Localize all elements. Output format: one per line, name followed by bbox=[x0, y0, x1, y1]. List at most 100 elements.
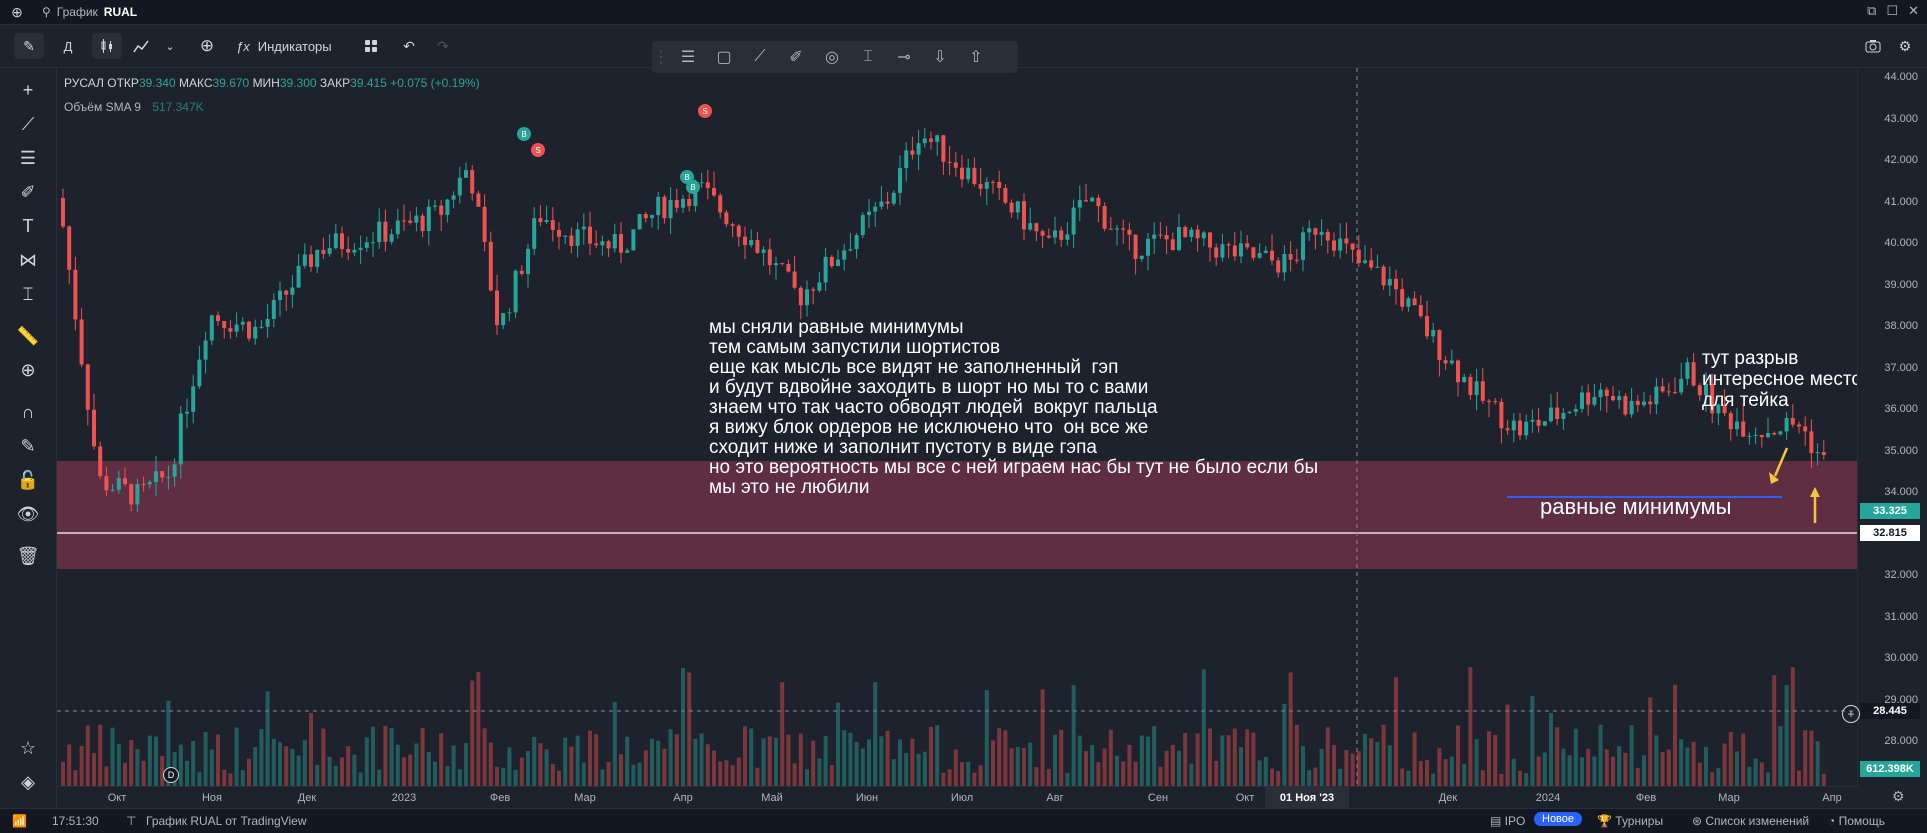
volume-bar bbox=[1679, 739, 1684, 786]
volume-bar bbox=[550, 763, 555, 786]
dividend-marker[interactable]: D bbox=[163, 767, 179, 783]
pencil-icon[interactable]: ✎ bbox=[14, 33, 44, 59]
crosshair-icon[interactable]: + bbox=[22, 79, 34, 100]
arrow-up-icon[interactable]: ⇧ bbox=[969, 49, 983, 66]
fib-tool-icon[interactable]: ☰ bbox=[19, 147, 37, 168]
candle-body bbox=[575, 229, 580, 246]
volume-bar bbox=[271, 738, 276, 786]
sell-marker[interactable]: S bbox=[698, 104, 712, 118]
arrow-down-icon[interactable]: ⇩ bbox=[933, 49, 947, 66]
redo-icon[interactable]: ↷ bbox=[437, 37, 449, 54]
tab-prefix[interactable]: График bbox=[56, 5, 98, 19]
volume-bar bbox=[712, 750, 716, 786]
help-link[interactable]: ◔ Помощь bbox=[1828, 814, 1885, 828]
sell-marker[interactable]: S bbox=[531, 143, 545, 157]
candle-body bbox=[1387, 278, 1392, 286]
text-cursor-icon[interactable]: ⌶ bbox=[863, 48, 873, 65]
volume-bar bbox=[1722, 743, 1727, 786]
ipo-link[interactable]: ▤ IPO bbox=[1490, 814, 1525, 828]
time-scale[interactable]: Окт Ноя Дек 2023 Фев Мар Апр Май Июн Июл Авг Сен Окт… bbox=[57, 786, 1857, 809]
chart-type-icon[interactable] bbox=[128, 33, 154, 59]
symbol-name[interactable]: РУСАЛ bbox=[64, 76, 104, 90]
volume-label[interactable]: Объём SMA 9 bbox=[64, 100, 141, 114]
brush-tool-icon[interactable]: ✐ bbox=[20, 181, 36, 202]
price-tick-label: 44.000 bbox=[1884, 71, 1918, 83]
volume-bar bbox=[1499, 773, 1504, 786]
undo-icon[interactable]: ↶ bbox=[403, 37, 415, 54]
buy-marker[interactable]: B bbox=[517, 127, 531, 141]
open-label: ОТКР bbox=[107, 76, 139, 90]
price-scale[interactable]: 44.000 43.000 42.000 41.000 40.000 39.000 38.0… bbox=[1857, 68, 1927, 786]
drag-handle-icon[interactable]: ⋮ bbox=[653, 49, 669, 66]
candle-body bbox=[1059, 230, 1064, 240]
candle-body bbox=[476, 193, 481, 207]
candle-body bbox=[470, 170, 475, 194]
eye-icon[interactable]: 👁 bbox=[16, 503, 40, 524]
chart-pane[interactable] bbox=[57, 68, 1857, 786]
indicators-button[interactable]: ƒx Индикаторы bbox=[236, 33, 346, 59]
add-tab-icon[interactable]: ⊕ bbox=[11, 3, 23, 20]
circle-target-icon[interactable]: ◎ bbox=[825, 49, 839, 66]
watchlist-star-icon[interactable]: ☆ bbox=[19, 737, 37, 758]
candle-body bbox=[1363, 260, 1367, 263]
candle-body bbox=[1790, 417, 1795, 425]
settings-icon[interactable]: ⚙ bbox=[1898, 37, 1912, 54]
ruler-icon[interactable]: 📏 bbox=[16, 325, 40, 346]
analysis-note[interactable]: мы сняли равные минимумы тем самым запус… bbox=[709, 317, 1319, 498]
rectangle-icon[interactable]: ▢ bbox=[716, 49, 732, 66]
magnet-icon[interactable]: ∩ bbox=[21, 401, 35, 422]
equal-lows-note[interactable]: равные минимумы bbox=[1540, 494, 1732, 519]
compare-plus-icon[interactable]: ⊕ bbox=[199, 36, 215, 55]
layers-icon[interactable]: ◈ bbox=[21, 771, 35, 792]
candle-body bbox=[1257, 253, 1262, 258]
volume-bar bbox=[1152, 726, 1157, 786]
volume-bar bbox=[1301, 746, 1305, 786]
candle-body bbox=[1437, 329, 1442, 361]
add-level-plus-icon[interactable]: + bbox=[1842, 705, 1860, 723]
brush-icon[interactable]: ✐ bbox=[789, 49, 803, 66]
ipo-icon: ▤ bbox=[1490, 814, 1505, 828]
volume-bar bbox=[1121, 761, 1126, 786]
search-icon[interactable]: ⚲ bbox=[42, 5, 51, 19]
interval-button[interactable]: Д bbox=[63, 38, 73, 54]
maximize-window-icon[interactable]: ☐ bbox=[1886, 3, 1899, 18]
volume-bar bbox=[1115, 755, 1119, 786]
source-label[interactable]: График RUAL от TradingView bbox=[146, 814, 307, 828]
volume-bar bbox=[1710, 772, 1715, 786]
changelog-link[interactable]: ⊛ Список изменений bbox=[1692, 814, 1809, 828]
candle-body bbox=[420, 215, 425, 232]
zoom-in-icon[interactable]: ⊕ bbox=[20, 359, 36, 380]
camera-icon[interactable] bbox=[1860, 33, 1886, 59]
text-tool-icon[interactable]: T bbox=[22, 215, 34, 236]
trash-icon[interactable]: 🗑 bbox=[16, 545, 40, 566]
volume-bar bbox=[433, 761, 437, 786]
horizontal-ray-icon[interactable]: ⊸ bbox=[897, 49, 911, 66]
restore-window-icon[interactable]: ⧉ bbox=[1867, 3, 1877, 18]
candle-body bbox=[79, 319, 84, 365]
volume-value: 517.347K bbox=[152, 100, 204, 114]
scale-settings-icon[interactable]: ⚙ bbox=[1892, 788, 1905, 804]
volume-bar bbox=[408, 754, 413, 786]
chevron-down-icon[interactable]: ⌄ bbox=[165, 40, 175, 53]
close-window-icon[interactable]: ✕ bbox=[1908, 3, 1919, 18]
trendline-tool-icon[interactable]: ⟋ bbox=[21, 113, 35, 134]
lock-icon[interactable]: 🔓 bbox=[16, 469, 40, 490]
candle-body bbox=[786, 263, 791, 272]
horizontal-lines-icon[interactable]: ☰ bbox=[680, 49, 696, 66]
templates-icon[interactable] bbox=[358, 33, 384, 59]
buy-marker[interactable]: B bbox=[686, 180, 700, 194]
candles-icon[interactable] bbox=[92, 33, 122, 59]
trend-line-icon[interactable]: ⟋ bbox=[754, 48, 766, 65]
price-chart[interactable] bbox=[57, 68, 1857, 786]
volume-bar bbox=[563, 737, 568, 786]
candle-body bbox=[625, 250, 630, 253]
candle-body bbox=[798, 287, 803, 306]
tab-symbol[interactable]: RUAL bbox=[103, 5, 138, 19]
candle-body bbox=[1617, 396, 1622, 401]
pattern-tool-icon[interactable]: ⋈ bbox=[19, 249, 37, 270]
lock-pencil-icon[interactable]: ✎ bbox=[20, 435, 36, 456]
measure-range-icon[interactable]: ⌶ bbox=[22, 283, 34, 304]
gap-note[interactable]: тут разрыв интересное место для тейка bbox=[1702, 348, 1862, 411]
candle-body bbox=[513, 270, 518, 313]
tournaments-link[interactable]: 🏆 Турниры bbox=[1597, 814, 1663, 828]
